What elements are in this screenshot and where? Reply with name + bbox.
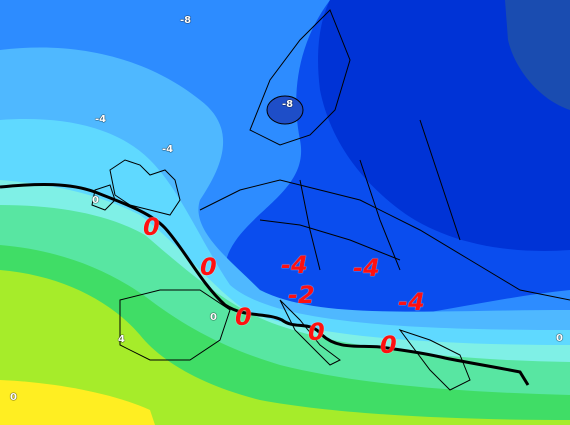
border-1: [259, 219, 401, 261]
isoline-label: 0: [92, 195, 99, 206]
isoline-label: 0: [10, 392, 17, 403]
coast-iberia: [119, 289, 231, 361]
isoline-label: 4: [118, 334, 125, 345]
isoline-label: -8: [282, 99, 294, 110]
isoline-label: -4: [162, 144, 174, 155]
isoline-label: 0: [210, 312, 217, 323]
band-yellow: [0, 380, 155, 425]
temp-annotation: -4: [353, 254, 380, 282]
coast-scandinavia: [249, 9, 351, 146]
temp-annotation: -4: [281, 251, 308, 279]
coast-ireland: [91, 184, 116, 211]
coast-continent: [199, 179, 570, 301]
band-yellow-green: [0, 270, 570, 425]
band-deep-blue: [318, 0, 570, 251]
isoline-label: -8: [180, 15, 192, 26]
temp-annotation: 0: [200, 253, 217, 281]
cold-blob: [266, 95, 304, 125]
temp-annotation: 0: [143, 213, 160, 241]
zero-isotherm: [0, 182, 530, 386]
temp-annotation: 0: [380, 331, 397, 359]
temp-annotation: 0: [308, 318, 325, 346]
temp-annotation: 0: [235, 303, 252, 331]
coast-britain: [109, 159, 181, 216]
coast-balkans: [398, 329, 471, 391]
temp-annotation: -4: [398, 288, 425, 316]
isoline-label: 0: [556, 333, 563, 344]
band-darkest: [505, 0, 570, 110]
border-2: [299, 179, 321, 271]
temp-annotation: -2: [288, 281, 315, 309]
coast-italy: [279, 299, 341, 366]
border-3: [359, 159, 401, 271]
isoline-label: -4: [95, 114, 107, 125]
border-4: [419, 119, 461, 241]
coastlines: [91, 9, 570, 391]
